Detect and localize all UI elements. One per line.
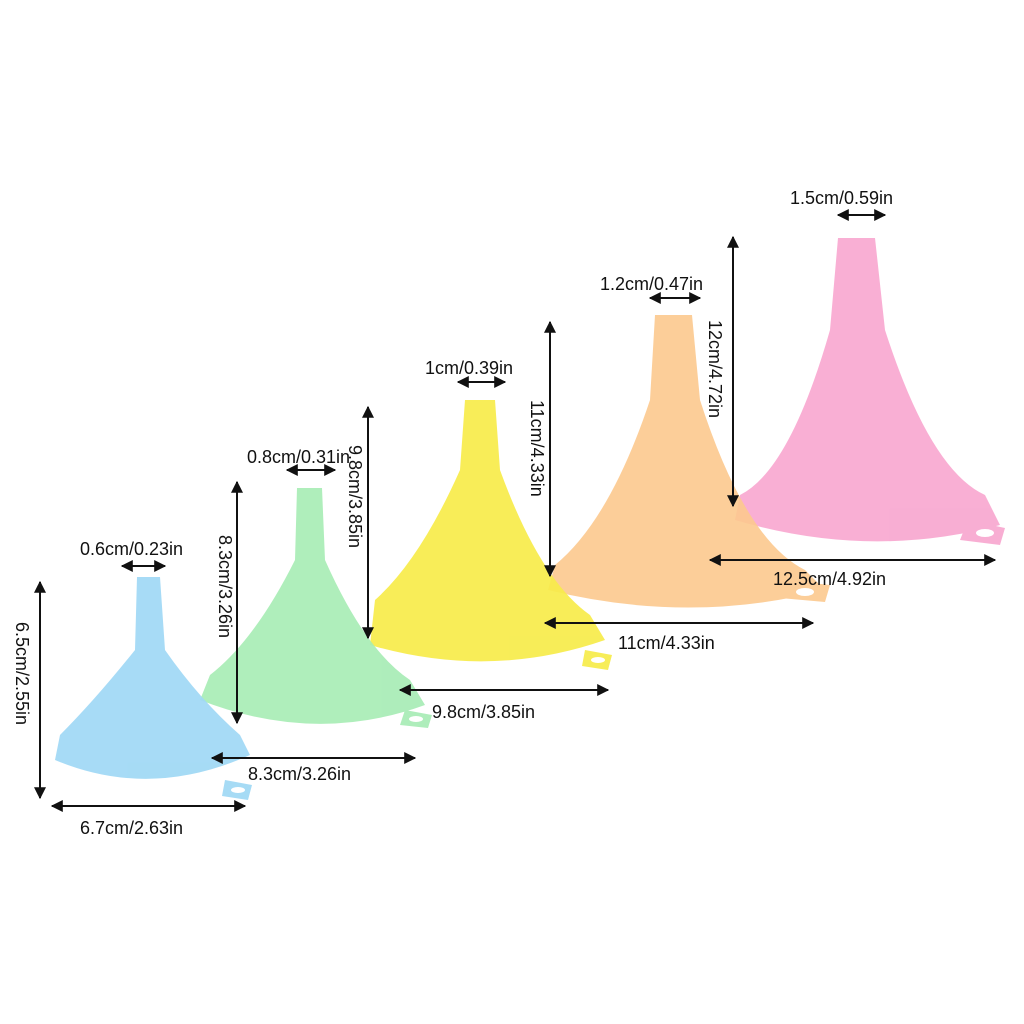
spout-label-orange: 1.2cm/0.47in — [600, 274, 703, 294]
width-label-green: 8.3cm/3.26in — [248, 764, 351, 784]
yellow-funnel — [370, 400, 612, 670]
width-label-orange: 11cm/4.33in — [618, 633, 715, 653]
height-label-yellow: 9.8cm/3.85in — [345, 445, 365, 548]
height-label-blue: 6.5cm/2.55in — [12, 622, 32, 725]
spout-label-yellow: 1cm/0.39in — [425, 358, 513, 378]
height-label-orange: 11cm/4.33in — [527, 400, 547, 497]
pink-funnel — [735, 238, 1005, 545]
width-label-blue: 6.7cm/2.63in — [80, 818, 183, 838]
blue-funnel — [55, 577, 252, 800]
spout-label-blue: 0.6cm/0.23in — [80, 539, 183, 559]
spout-label-pink: 1.5cm/0.59in — [790, 188, 893, 208]
height-label-pink: 12cm/4.72in — [705, 320, 725, 418]
height-label-green: 8.3cm/3.26in — [215, 535, 235, 638]
green-funnel — [200, 488, 432, 728]
width-label-pink: 12.5cm/4.92in — [773, 569, 886, 589]
spout-label-green: 0.8cm/0.31in — [247, 447, 350, 467]
width-label-yellow: 9.8cm/3.85in — [432, 702, 535, 722]
orange-funnel — [548, 315, 830, 608]
